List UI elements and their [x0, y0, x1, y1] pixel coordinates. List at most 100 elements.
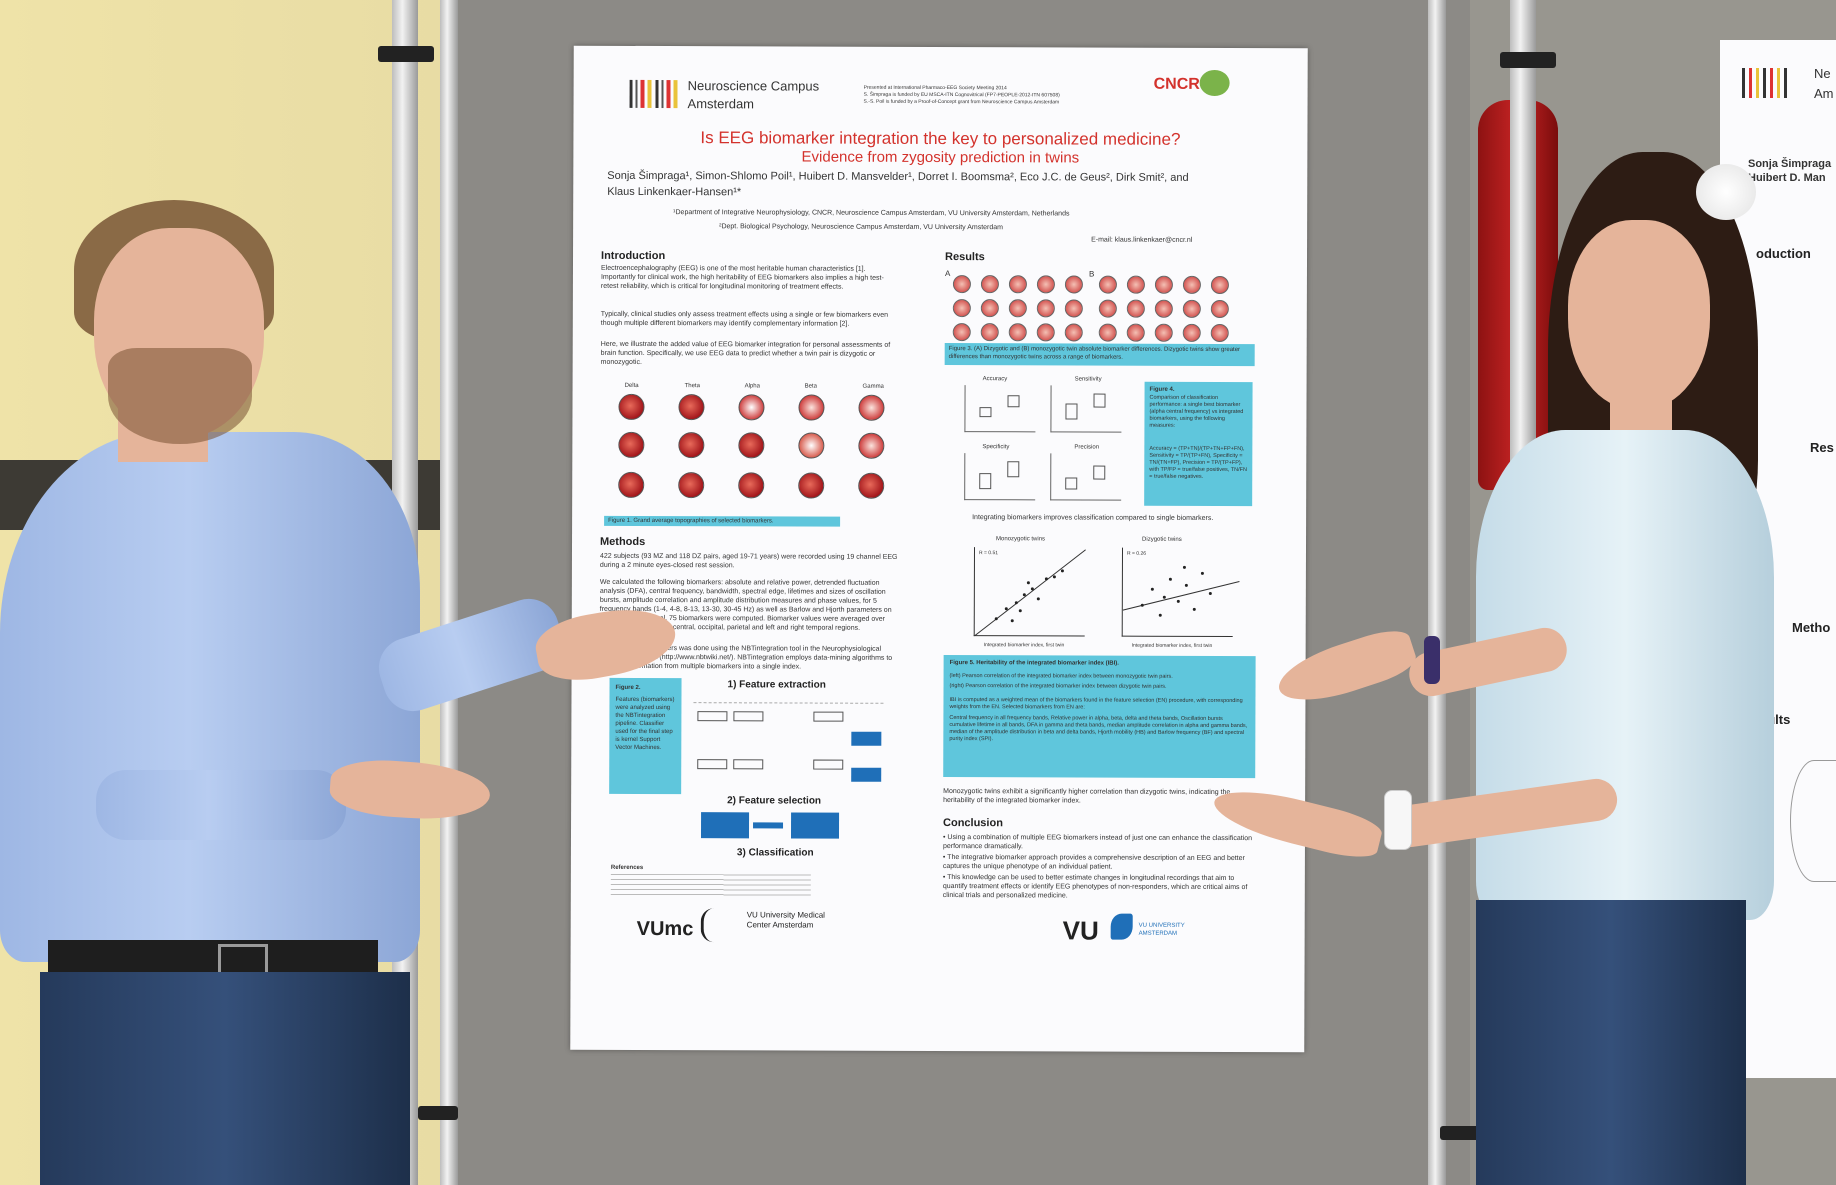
- references-heading: References: [610, 864, 644, 871]
- accuracy-boxplot: [964, 385, 1036, 433]
- pipeline-node: [813, 711, 844, 722]
- ncam-logo-bars: [629, 79, 678, 109]
- results-heading: Results: [944, 251, 985, 264]
- data-point: [994, 617, 998, 621]
- poster-subtitle: Evidence from zygosity prediction in twi…: [801, 148, 1080, 167]
- data-point: [1150, 587, 1154, 591]
- neighbor-heading-results: Res: [1810, 440, 1834, 455]
- intro-paragraph-3: Here, we illustrate the added value of E…: [600, 340, 891, 366]
- clip-left-bottom: [418, 1106, 458, 1120]
- figure-2-text: Features (biomarkers) were analyzed usin…: [615, 696, 675, 752]
- man-beard: [108, 348, 252, 444]
- neighbor-heading-methods: Metho: [1792, 620, 1831, 635]
- pipeline-diagram: [693, 702, 884, 784]
- regression-line: [974, 549, 1086, 636]
- pipeline-output: [851, 767, 882, 782]
- methods-heading: Methods: [600, 535, 646, 548]
- box: [979, 407, 992, 418]
- topo-map: [678, 394, 705, 421]
- topo-map: [618, 471, 645, 498]
- conclusion-point-2: • The integrative biomarker approach pro…: [942, 854, 1245, 871]
- topo-map: [858, 472, 885, 499]
- header-note-3: S.-S. Poil is funded by a Proof-of-Conce…: [863, 98, 1060, 106]
- data-point: [1140, 603, 1144, 607]
- selected-feature-set: [790, 812, 840, 839]
- mz-r-value: R = 0.51: [978, 550, 999, 557]
- clip-right-bottom: [1440, 1126, 1480, 1140]
- figure-3a-grid: [952, 275, 1087, 342]
- bracelet: [1424, 636, 1440, 684]
- box: [1007, 461, 1020, 478]
- data-point: [1014, 601, 1018, 605]
- vu-text: VU UNIVERSITY AMSTERDAM: [1138, 922, 1185, 937]
- figure-4-formulas: Accuracy = (TP+TN)/(TP+TN+FP+FN), Sensit…: [1149, 445, 1247, 480]
- band-label: Gamma: [862, 383, 884, 390]
- topo-map: [858, 432, 885, 459]
- topo-map: [738, 394, 765, 421]
- data-point: [1182, 565, 1186, 569]
- vumc-logo: VUmc: [636, 917, 694, 941]
- dz-r-value: R = 0.26: [1126, 550, 1147, 557]
- data-point: [1004, 607, 1008, 611]
- vumc-text: VU University Medical Center Amsterdam: [746, 910, 825, 930]
- clip-right: [1500, 52, 1556, 68]
- box: [1065, 477, 1078, 490]
- ncam-logo-line1: Neuroscience Campus: [687, 78, 820, 94]
- box: [979, 473, 992, 490]
- neighbor-authors-2: Huibert D. Man: [1748, 172, 1826, 184]
- topo-map: [678, 432, 705, 459]
- references-list: [610, 873, 811, 899]
- neighbor-heading-intro: oduction: [1756, 246, 1811, 261]
- figure-5-list: Central frequency in all frequency bands…: [949, 715, 1248, 743]
- conclusion-point-3: • This knowledge can be used to better e…: [942, 874, 1248, 900]
- affiliation-2: ²Dept. Biological Psychology, Neuroscien…: [719, 223, 1004, 232]
- sensitivity-label: Sensitivity: [1074, 376, 1102, 383]
- accuracy-label: Accuracy: [982, 376, 1008, 383]
- data-point: [1208, 591, 1212, 595]
- dz-xlabel: Integrated biomarker index, first twin: [1131, 642, 1213, 649]
- vu-logo: VU: [1062, 915, 1099, 946]
- specificity-boxplot: [964, 453, 1036, 501]
- data-point: [1184, 583, 1188, 587]
- dz-scatter-title: Dizygotic twins: [1142, 536, 1182, 543]
- cncr-logo-leaf: [1199, 69, 1230, 97]
- topo-map: [618, 431, 645, 458]
- affiliation-1: ¹Department of Integrative Neurophysiolo…: [673, 209, 1070, 218]
- authors-line-2: Klaus Linkenkaer-Hansen¹*: [607, 185, 742, 199]
- data-point: [1162, 595, 1166, 599]
- poster-title: Is EEG biomarker integration the key to …: [700, 128, 1181, 149]
- neighbor-logo-2: Am: [1814, 86, 1834, 101]
- man-shirt: [0, 432, 420, 962]
- pipeline-node: [697, 759, 728, 770]
- topo-map: [798, 394, 825, 421]
- mz-scatter-title: Monozygotic twins: [996, 536, 1046, 543]
- data-point: [1168, 577, 1172, 581]
- wristwatch: [1384, 790, 1412, 850]
- figure-1-caption: Figure 1. Grand average topographies of …: [608, 517, 774, 525]
- figure-5-left: (left) Pearson correlation of the integr…: [949, 673, 1173, 680]
- topo-map: [738, 432, 765, 459]
- band-label: Beta: [804, 383, 817, 390]
- panel-a-label: A: [944, 269, 951, 279]
- data-point: [1176, 599, 1180, 603]
- data-point: [1052, 575, 1056, 579]
- topo-map: [738, 472, 765, 499]
- data-point: [1158, 613, 1162, 617]
- intro-heading: Introduction: [601, 249, 666, 263]
- woman-face: [1568, 220, 1710, 410]
- figure-4-label: Figure 4.: [1149, 386, 1175, 393]
- figure-1-topographies: Delta Theta Alpha Beta Gamma: [604, 382, 894, 511]
- data-point: [1030, 587, 1034, 591]
- figure-5-caption-box: Figure 5. Heritability of the integrated…: [943, 655, 1256, 779]
- integrating-note: Integrating biomarkers improves classifi…: [972, 514, 1214, 522]
- man-belt: [48, 940, 378, 974]
- data-point: [1026, 581, 1030, 585]
- data-point: [1018, 609, 1022, 613]
- figure-5-caption: Figure 5. Heritability of the integrated…: [949, 660, 1119, 667]
- pipeline-node: [733, 759, 764, 770]
- mz-xlabel: Integrated biomarker index, first twin: [983, 642, 1065, 649]
- topo-map: [618, 393, 645, 420]
- mz-note: Monozygotic twins exhibit a significantl…: [943, 788, 1231, 805]
- pipeline-node: [697, 711, 728, 722]
- data-point: [1022, 593, 1026, 597]
